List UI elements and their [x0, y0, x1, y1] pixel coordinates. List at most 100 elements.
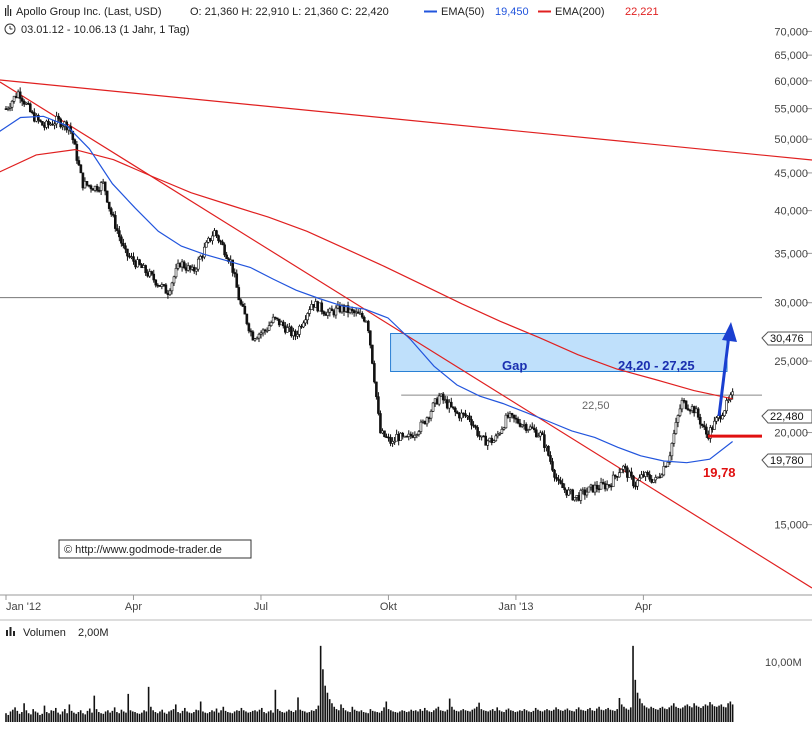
candle-body	[456, 411, 459, 414]
volume-bar	[347, 711, 349, 722]
volume-bar	[650, 706, 652, 722]
volume-bar	[45, 712, 48, 722]
candle-body	[352, 310, 356, 314]
candle-body	[700, 423, 704, 426]
volume-bar	[360, 710, 363, 722]
candle-body	[334, 307, 338, 316]
volume-bar	[299, 709, 302, 722]
candle-body	[682, 400, 686, 402]
volume-bar	[380, 710, 383, 722]
candle-body	[51, 123, 54, 126]
volume-bar	[618, 697, 621, 722]
volume-bar	[122, 711, 125, 722]
volume-bar	[308, 712, 311, 722]
candle-body	[537, 435, 540, 438]
volume-bar	[433, 710, 435, 722]
candle-body	[322, 311, 326, 315]
volume-bar	[224, 710, 227, 722]
volume-bar	[73, 712, 75, 722]
candle-body	[203, 246, 206, 258]
volume-bar	[109, 712, 111, 722]
candle-body	[223, 244, 226, 256]
volume-bar	[607, 707, 609, 722]
candle-body	[49, 123, 52, 126]
support-label: 19,78	[703, 465, 736, 480]
volume-bar	[179, 713, 182, 722]
candle-body	[541, 432, 544, 435]
volume-bar	[55, 707, 57, 722]
candle-body	[120, 236, 123, 244]
candle-body	[644, 472, 647, 477]
candle-body	[591, 484, 595, 493]
volume-bar	[319, 645, 322, 722]
candle-body	[57, 115, 60, 120]
candle-body	[577, 495, 581, 501]
volume-bar	[677, 707, 680, 722]
candle-body	[413, 434, 417, 438]
volume-bar	[426, 710, 428, 722]
candle-body	[188, 265, 192, 270]
volume-bar	[614, 710, 616, 722]
candle-body	[128, 255, 131, 258]
candle-body	[152, 273, 156, 281]
volume-bar	[111, 710, 114, 722]
volume-bar	[310, 710, 313, 722]
candle-body	[510, 413, 514, 416]
candle-body	[617, 472, 621, 478]
volume-bar	[143, 710, 145, 722]
candle-body	[429, 410, 433, 419]
candle-body	[39, 119, 42, 122]
candle-body	[154, 279, 158, 286]
candle-body	[573, 497, 577, 501]
volume-bar	[645, 707, 648, 722]
volume-bar	[715, 706, 718, 722]
candle-body	[393, 440, 396, 443]
volume-bar	[317, 705, 320, 722]
candle-body	[597, 488, 601, 491]
volume-bar	[333, 706, 336, 722]
volume-label: Volumen	[23, 627, 66, 639]
candle-body	[20, 98, 24, 102]
candle-body	[615, 476, 619, 478]
candle-body	[47, 120, 50, 125]
candle-body	[296, 334, 299, 337]
candle-body	[715, 417, 718, 422]
volume-bar	[713, 706, 716, 722]
candle-body	[73, 139, 77, 145]
candle-body	[632, 475, 635, 487]
volume-bar	[222, 706, 225, 722]
candle-body	[543, 434, 546, 448]
candle-body	[711, 427, 714, 430]
volume-bar	[358, 711, 360, 722]
y-tick-label: 30,000	[774, 298, 808, 310]
volume-bar	[23, 703, 25, 722]
volume-bar	[279, 710, 281, 722]
candle-body	[547, 445, 550, 456]
candle-body	[75, 144, 79, 161]
candle-body	[298, 325, 301, 335]
volume-bar	[430, 712, 433, 722]
candle-body	[316, 301, 320, 312]
candle-body	[605, 484, 609, 490]
candle-body	[530, 426, 534, 429]
candle-body	[164, 284, 168, 294]
volume-bar	[145, 711, 148, 722]
x-tick-label: Jul	[254, 601, 268, 613]
ema50-legend-value: 19,450	[495, 6, 529, 18]
volume-bar	[301, 710, 304, 722]
candle-body	[563, 487, 566, 491]
volume-bar	[66, 713, 68, 722]
volume-bar	[419, 709, 422, 722]
candle-body	[348, 308, 352, 313]
candle-body	[89, 185, 93, 190]
candle-body	[526, 429, 530, 431]
copyright-text: © http://www.godmode-trader.de	[64, 544, 222, 556]
volume-bar	[95, 709, 98, 722]
volume-bar	[428, 711, 431, 722]
candle-body	[528, 426, 532, 430]
candle-body	[178, 262, 182, 268]
volume-bar	[165, 713, 168, 722]
volume-bar	[134, 712, 136, 722]
candle-body	[6, 108, 10, 110]
y-tick-label: 50,000	[774, 134, 808, 146]
